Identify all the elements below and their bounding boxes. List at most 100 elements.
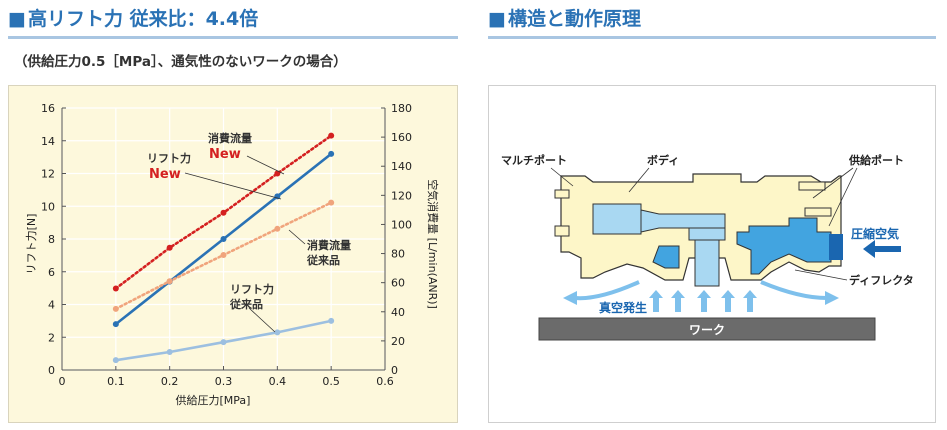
left-air-gap — [652, 245, 680, 269]
data-point-2 — [220, 252, 227, 259]
y2-tick-label: 80 — [391, 248, 405, 261]
chart-panel: 0 2 4 6 8 10 12 14 16 0 20 40 60 80 100 120 140 160 180 0 0.… — [8, 85, 458, 423]
vacuum-arrow-icon — [697, 290, 711, 312]
left-title-text: 高リフト力 従来比：4.4倍 — [27, 8, 259, 30]
data-point-3 — [328, 317, 335, 324]
nozzle-channel — [592, 203, 642, 235]
data-point-3 — [166, 348, 173, 355]
series-label-flow-new-line1: 消費流量 — [208, 131, 252, 145]
series-label-lift-new-line1: リフト力 — [147, 151, 191, 165]
structure-diagram: ワーク 圧縮空気 真空発生 マルチポート ボディ — [501, 153, 914, 341]
leader-line-flow-old — [288, 229, 306, 245]
y-tick-label: 4 — [48, 299, 55, 312]
right-title-text: 構造と動作原理 — [507, 8, 641, 30]
leader-line-lift-old — [248, 307, 276, 333]
right-title-rule — [488, 36, 936, 39]
y-tick-label: 2 — [48, 331, 55, 344]
compressed-air-channel — [736, 217, 832, 275]
series-label-lift-new-line2: New — [149, 167, 181, 182]
title-square-icon: ■ — [488, 8, 506, 30]
vacuum-arrow-icon — [721, 290, 735, 312]
data-point-3 — [112, 357, 119, 364]
y2-tick-label: 20 — [391, 335, 405, 348]
leader-line-flow-new — [246, 155, 285, 175]
series-label-flow-old-line1: 消費流量 — [307, 238, 351, 252]
title-square-icon: ■ — [8, 8, 26, 30]
vacuum-arrow-icon — [649, 290, 663, 312]
left-outflow-head-icon — [563, 291, 577, 305]
y2-tick-label: 0 — [391, 364, 398, 377]
y-tick-label: 0 — [48, 364, 55, 377]
deflector-label: ディフレクタ — [849, 273, 914, 287]
right-outflow-head-icon — [825, 291, 839, 305]
x-tick-label: 0.6 — [376, 375, 394, 388]
supply-port-leader-2 — [828, 167, 858, 227]
y-tick-label: 14 — [41, 135, 55, 148]
data-point-2 — [274, 225, 281, 232]
y2-tick-label: 100 — [391, 218, 412, 231]
compressed-air-arrow-icon — [863, 240, 901, 258]
data-point-3 — [274, 329, 281, 336]
series-label-flow-old-line2: 従来品 — [306, 253, 340, 267]
y2-axis-label: 空気消費量 [L/min(ANR)] — [426, 179, 440, 309]
y2-tick-label: 180 — [391, 102, 412, 115]
x-tick-label: 0 — [59, 375, 66, 388]
vacuum-arrow-icon — [743, 290, 757, 312]
compressed-air-label: 圧縮空気 — [851, 226, 899, 241]
chart-subtitle: （供給圧力0.5［MPa］、通気性のないワークの場合） — [14, 54, 347, 70]
leader-line-lift-new — [184, 172, 282, 200]
vacuum-stem — [694, 239, 720, 287]
data-point-1 — [274, 170, 281, 177]
supply-port-opening — [829, 234, 843, 260]
data-point-0 — [112, 321, 119, 328]
series-label-flow-new-line2: New — [209, 147, 241, 162]
work-label: ワーク — [689, 323, 725, 337]
multi-port-thread — [554, 189, 570, 237]
data-point-0 — [220, 236, 227, 242]
body-label: ボディ — [647, 153, 679, 167]
series-label-lift-old-line2: 従来品 — [229, 297, 263, 311]
multi-port-leader — [550, 167, 574, 187]
y-axis-label: リフト力[N] — [25, 214, 38, 275]
x-tick-label: 0.3 — [215, 375, 233, 388]
data-point-1 — [166, 244, 173, 251]
x-axis-label: 供給圧力[MPa] — [176, 393, 251, 407]
right-section-title: ■ 構造と動作原理 — [488, 4, 641, 31]
x-tick-label: 0.1 — [107, 375, 125, 388]
y2-tick-label: 140 — [391, 160, 412, 173]
data-point-2 — [112, 305, 119, 312]
right-outflow-arrow-icon — [760, 280, 828, 300]
left-title-rule — [8, 36, 458, 39]
y-tick-label: 8 — [48, 233, 55, 246]
deflector-leader — [794, 269, 848, 281]
data-point-0 — [328, 150, 335, 157]
structure-diagram-panel: ワーク 圧縮空気 真空発生 マルチポート ボディ — [488, 85, 936, 423]
vacuum-label: 真空発生 — [599, 300, 647, 315]
data-point-2 — [166, 278, 173, 285]
left-section-title: ■ 高リフト力 従来比：4.4倍 — [8, 4, 258, 31]
supply-port-thread — [798, 181, 832, 217]
vacuum-arrow-icon — [671, 290, 685, 312]
y-tick-label: 12 — [41, 168, 55, 181]
left-outflow-arrow-icon — [574, 280, 640, 301]
y2-tick-label: 120 — [391, 189, 412, 202]
data-point-1 — [328, 132, 335, 139]
body-leader — [628, 167, 650, 193]
series-label-lift-old-line1: リフト力 — [230, 282, 274, 296]
y2-tick-label: 60 — [391, 277, 405, 290]
x-tick-label: 0.4 — [269, 375, 287, 388]
y-tick-label: 10 — [41, 200, 55, 213]
center-channel — [688, 227, 726, 241]
data-point-1 — [220, 209, 227, 216]
y-tick-label: 6 — [48, 266, 55, 279]
data-point-2 — [328, 199, 335, 206]
x-tick-label: 0.2 — [161, 375, 179, 388]
multi-port-label: マルチポート — [501, 153, 567, 167]
data-point-3 — [220, 339, 227, 346]
supply-port-label: 供給ポート — [848, 153, 904, 167]
supply-port-leader-1 — [812, 167, 854, 199]
y-tick-label: 16 — [41, 102, 55, 115]
data-point-1 — [112, 285, 119, 292]
work-piece — [538, 317, 876, 341]
